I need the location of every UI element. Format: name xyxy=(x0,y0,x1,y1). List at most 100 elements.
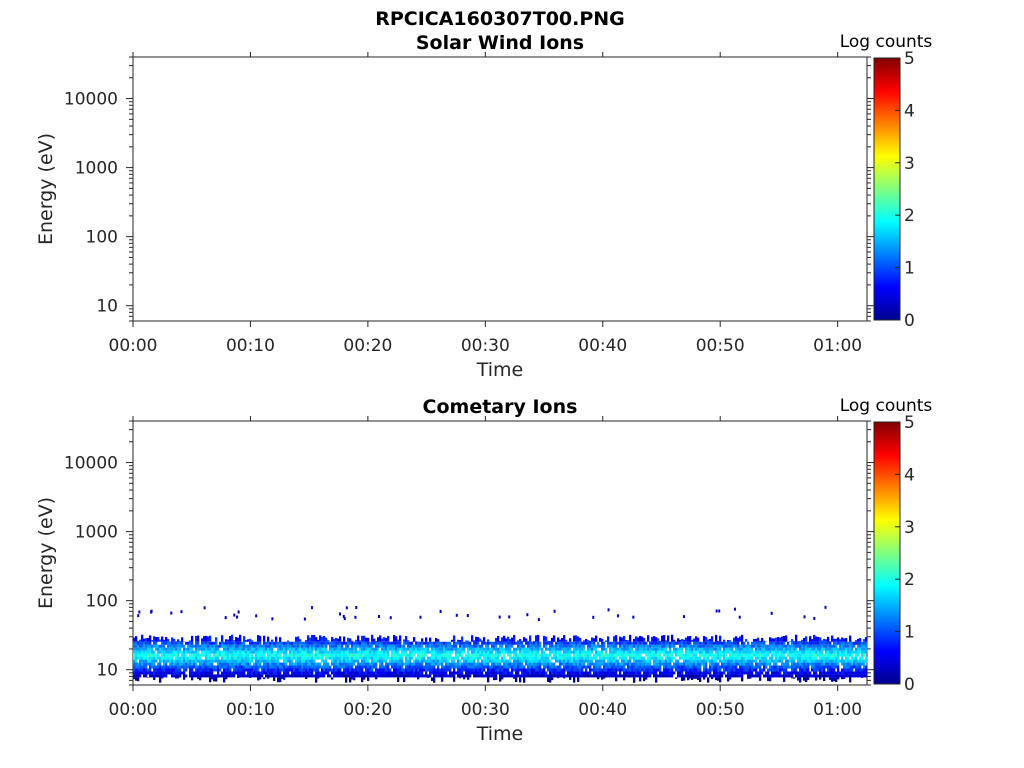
spectrogram-cell xyxy=(259,677,262,680)
spectrogram-cell xyxy=(485,656,488,660)
spectrogram-cell xyxy=(813,659,816,663)
spectrogram-cell xyxy=(829,659,832,663)
spectrogram-cell xyxy=(653,668,656,672)
spectrogram-cell xyxy=(763,647,766,651)
spectrogram-cell xyxy=(197,644,200,648)
spectrogram-cell xyxy=(163,644,166,648)
spectrogram-cell xyxy=(831,650,834,654)
spectrogram-cell xyxy=(599,637,602,642)
spectrogram-cell xyxy=(219,662,222,666)
spectrogram-cell xyxy=(249,677,252,678)
spectrogram-cell xyxy=(525,674,528,678)
spectrogram-cell xyxy=(175,653,178,657)
spectrogram-cell xyxy=(843,638,846,642)
spectrogram-cell xyxy=(673,650,676,654)
spectrogram-cell xyxy=(251,640,254,642)
spectrogram-cell xyxy=(213,665,216,669)
spectrogram-cell xyxy=(441,647,444,651)
spectrogram-cell xyxy=(297,674,300,678)
spectrogram-cell xyxy=(577,665,580,669)
spectrogram-cell xyxy=(181,641,184,645)
spectrogram-cell xyxy=(847,644,850,648)
spectrogram-cell xyxy=(587,647,590,651)
spectrogram-cell xyxy=(543,674,546,678)
spectrogram-cell xyxy=(453,635,456,642)
spectrogram-cell xyxy=(737,668,740,672)
spectrogram-cell xyxy=(561,656,564,660)
spectrogram-cell xyxy=(167,650,170,654)
spectrogram-cell xyxy=(657,638,660,642)
spectrogram-cell xyxy=(215,653,218,657)
spectrogram-cell xyxy=(413,636,416,642)
spectrogram-cell xyxy=(265,674,268,678)
spectrogram-cell xyxy=(671,671,674,675)
spectrogram-cell xyxy=(371,674,374,678)
spectrogram-cell xyxy=(305,668,308,672)
spectrogram-cell xyxy=(577,647,580,651)
spectrogram-cell xyxy=(321,636,324,642)
spectrogram-cell xyxy=(539,647,542,651)
spectrogram-cell xyxy=(247,647,250,651)
spectrogram-cell xyxy=(573,647,576,651)
spectrogram-cell xyxy=(579,650,582,654)
spectrogram-cell xyxy=(539,656,542,660)
spectrogram-cell xyxy=(831,671,834,675)
spectrogram-cell xyxy=(523,665,526,669)
spectrogram-cell xyxy=(311,644,314,648)
spectrogram-cell xyxy=(681,650,684,654)
spectrogram-cell xyxy=(365,637,368,642)
spectrogram-cell xyxy=(433,665,436,669)
spectrogram-cell xyxy=(467,668,470,672)
spectrogram-cell xyxy=(523,668,526,672)
spectrogram-cell xyxy=(529,647,532,651)
spectrogram-cell xyxy=(795,662,798,666)
spectrogram-cell xyxy=(339,636,342,642)
spectrogram-cell xyxy=(319,662,322,666)
spectrogram-cell xyxy=(387,641,390,645)
spectrogram-cell xyxy=(561,659,564,663)
spectrogram-cell xyxy=(333,653,336,657)
spectrogram-cell xyxy=(541,650,544,654)
spectrogram-cell xyxy=(669,656,672,660)
spectrogram-cell xyxy=(661,644,664,648)
spectrogram-cell xyxy=(775,656,778,660)
spectrogram-cell xyxy=(367,653,370,657)
spectrogram-cell xyxy=(677,662,680,666)
spectrogram-cell xyxy=(417,662,420,666)
spectrogram-cell xyxy=(541,674,544,678)
spectrogram-cell xyxy=(691,668,694,672)
spectrogram-cell xyxy=(805,659,808,663)
spectrogram-cell xyxy=(815,650,818,654)
spectrogram-cell xyxy=(157,636,160,642)
spectrogram-cell xyxy=(379,662,382,666)
spectrogram-cell xyxy=(279,668,282,672)
spectrogram-cell xyxy=(349,674,352,678)
spectrogram-cell xyxy=(759,677,762,681)
spectrogram-cell xyxy=(497,671,500,675)
spectrogram-cell xyxy=(687,656,690,660)
spectrogram-cell xyxy=(787,647,790,651)
spectrogram-cell xyxy=(421,641,424,645)
sparse-count-cell xyxy=(537,618,540,622)
spectrogram-cell xyxy=(767,677,770,681)
spectrogram-cell xyxy=(315,641,318,645)
spectrogram-cell xyxy=(485,662,488,666)
spectrogram-cell xyxy=(321,659,324,663)
spectrogram-cell xyxy=(359,644,362,648)
spectrogram-cell xyxy=(753,659,756,663)
spectrogram-cell xyxy=(679,641,682,645)
spectrogram-cell xyxy=(545,662,548,666)
spectrogram-cell xyxy=(345,674,348,678)
spectrogram-cell xyxy=(537,668,540,672)
spectrogram-cell xyxy=(813,671,816,675)
spectrogram-cell xyxy=(457,671,460,675)
spectrogram-cell xyxy=(343,659,346,663)
spectrogram-cell xyxy=(181,665,184,669)
spectrogram-cell xyxy=(301,665,304,669)
spectrogram-cell xyxy=(505,668,508,672)
spectrogram-cell xyxy=(565,641,568,645)
spectrogram-cell xyxy=(211,677,214,680)
spectrogram-cell xyxy=(419,671,422,675)
spectrogram-cell xyxy=(429,671,432,675)
spectrogram-cell xyxy=(353,650,356,654)
